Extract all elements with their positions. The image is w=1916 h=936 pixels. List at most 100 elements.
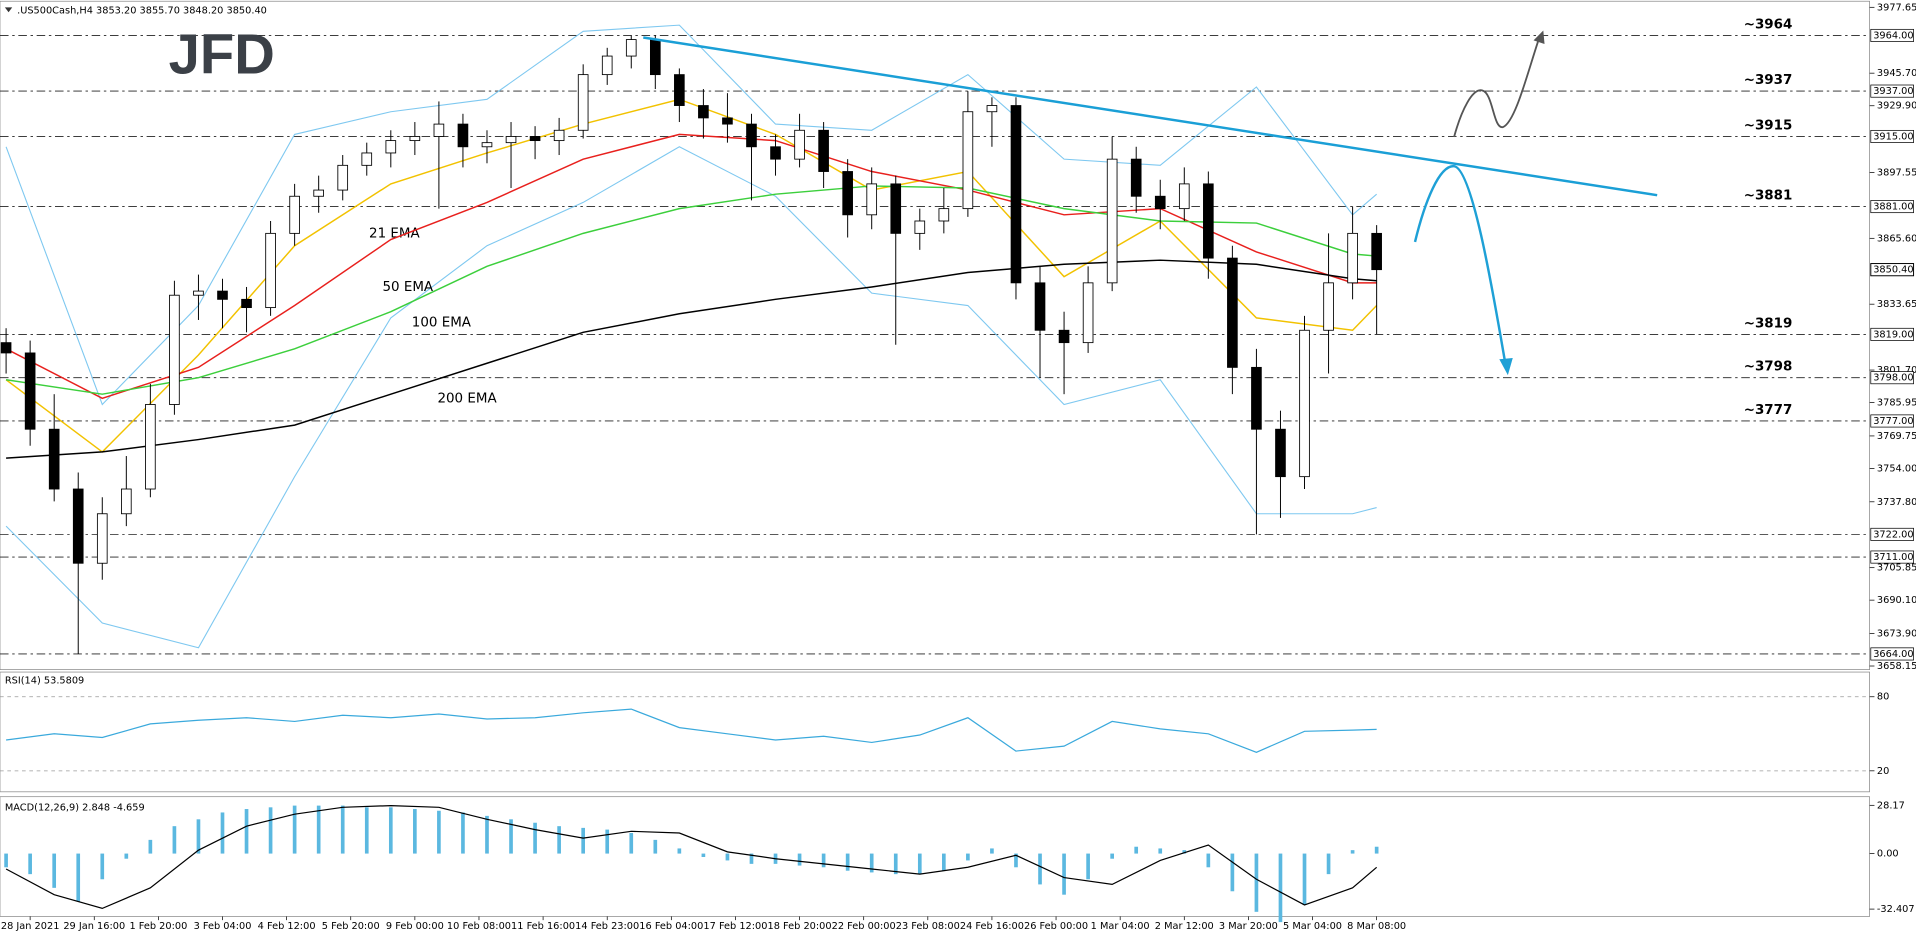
- candle-body: [890, 183, 902, 234]
- histogram-bar: [28, 853, 32, 875]
- x-tick-label: 5 Feb 20:00: [322, 921, 380, 932]
- level-box: [1870, 200, 1914, 214]
- candle-body: [72, 488, 84, 564]
- candle-body: [842, 171, 853, 216]
- histogram-bar: [1206, 853, 1211, 868]
- histogram-bar: [364, 807, 369, 854]
- y-tick-label: 3865.60: [1877, 233, 1916, 244]
- candle-body: [1082, 282, 1094, 344]
- histogram-bar: [990, 848, 994, 854]
- candle-body: [481, 142, 493, 148]
- level-label: 3881.00: [1873, 202, 1913, 213]
- histogram-bar: [653, 839, 658, 854]
- level-annotation: ~3964: [1744, 17, 1793, 32]
- level-box: [1870, 28, 1914, 42]
- histogram-bar: [1326, 853, 1331, 875]
- panel-frame: [0, 0, 1870, 670]
- histogram-bar: [76, 853, 81, 902]
- scenario-arrow-up: [1453, 40, 1540, 138]
- histogram-bar: [485, 815, 489, 854]
- candle-body: [529, 136, 541, 142]
- candle-body: [169, 294, 180, 405]
- panel-frame: [0, 671, 1870, 793]
- candle-body: [625, 39, 637, 57]
- histogram-bar: [124, 853, 129, 859]
- level-label: 3915.00: [1873, 131, 1913, 142]
- candle-body: [938, 208, 950, 222]
- series-label: 200 EMA: [437, 391, 497, 406]
- level-box: [1870, 371, 1914, 385]
- y-tick-label: 3769.75: [1877, 431, 1916, 442]
- level-box: [1870, 129, 1914, 143]
- chart-title: .US500Cash,H4 3853.20 3855.70 3848.20 38…: [17, 5, 267, 16]
- level-box: [1870, 327, 1914, 341]
- y-tick-label: 28.17: [1877, 800, 1905, 811]
- y-tick-label: 3801.70: [1877, 365, 1916, 376]
- histogram-bar: [821, 853, 826, 868]
- panel-title: MACD(12,26,9) 2.848 -4.659: [5, 803, 145, 814]
- logo: JFD: [169, 22, 275, 85]
- candle-body: [361, 152, 373, 166]
- candle-body: [866, 183, 878, 216]
- candle-body: [698, 105, 709, 119]
- histogram-bar: [917, 853, 922, 875]
- histogram-bar: [581, 827, 586, 854]
- x-tick-label: 11 Feb 16:00: [511, 921, 575, 932]
- candle-body: [145, 404, 156, 490]
- candle-body: [986, 105, 998, 113]
- histogram-bar: [388, 807, 393, 854]
- histogram-bar: [340, 805, 345, 854]
- candle-body: [289, 195, 300, 234]
- x-tick-label: 26 Feb 00:00: [1024, 921, 1088, 932]
- candle-body: [1227, 257, 1238, 368]
- series-label: 50 EMA: [382, 280, 433, 295]
- level-label: 3664.00: [1873, 649, 1913, 660]
- histogram-bar: [845, 853, 850, 871]
- candle-body: [385, 140, 397, 154]
- histogram-bar: [268, 807, 273, 854]
- candle-body: [409, 136, 421, 142]
- histogram-bar: [220, 812, 225, 854]
- histogram-bar: [1302, 853, 1307, 905]
- candle-body: [818, 129, 829, 172]
- level-box: [1870, 84, 1914, 98]
- y-tick-label: 3673.90: [1877, 629, 1916, 640]
- y-tick-label: 3737.80: [1877, 497, 1916, 508]
- histogram-bar: [677, 848, 682, 854]
- histogram-bar: [1110, 853, 1114, 859]
- histogram-bar: [1182, 850, 1187, 854]
- candle-body: [48, 428, 60, 490]
- candle-body: [1371, 232, 1382, 271]
- x-tick-label: 17 Feb 12:00: [703, 921, 767, 932]
- y-tick-label: 3785.95: [1877, 398, 1916, 409]
- level-annotation: ~3937: [1744, 73, 1793, 88]
- candle-body: [1154, 195, 1166, 210]
- candle-body: [577, 74, 589, 131]
- indicator-line: [5, 146, 1377, 649]
- arrow-head: [1533, 30, 1545, 44]
- level-label: 3964.00: [1873, 30, 1913, 41]
- candle-body: [674, 74, 685, 106]
- y-tick-label: -32.407: [1877, 904, 1915, 915]
- histogram-bar: [869, 853, 874, 873]
- x-tick-label: 3 Feb 04:00: [194, 921, 252, 932]
- histogram-bar: [893, 853, 898, 875]
- candle-body: [962, 111, 974, 210]
- arrow-head: [1499, 358, 1513, 376]
- y-tick-label: 3977.65: [1877, 2, 1916, 13]
- x-tick-label: 22 Feb 00:00: [832, 921, 896, 932]
- candle-body: [1058, 329, 1070, 344]
- x-tick-label: 3 Mar 20:00: [1219, 921, 1278, 932]
- candle-body: [722, 117, 733, 125]
- histogram-bar: [1038, 853, 1042, 885]
- y-tick-label: 3929.90: [1877, 101, 1916, 112]
- y-tick-label: 3690.10: [1877, 595, 1916, 606]
- histogram-bar: [1350, 850, 1355, 854]
- candle-body: [1347, 232, 1358, 284]
- x-tick-label: 16 Feb 04:00: [639, 921, 703, 932]
- histogram-bar: [533, 822, 537, 854]
- histogram-bar: [1086, 853, 1090, 880]
- histogram-bar: [557, 826, 561, 854]
- histogram-bar: [196, 819, 201, 854]
- histogram-bar: [1134, 846, 1139, 854]
